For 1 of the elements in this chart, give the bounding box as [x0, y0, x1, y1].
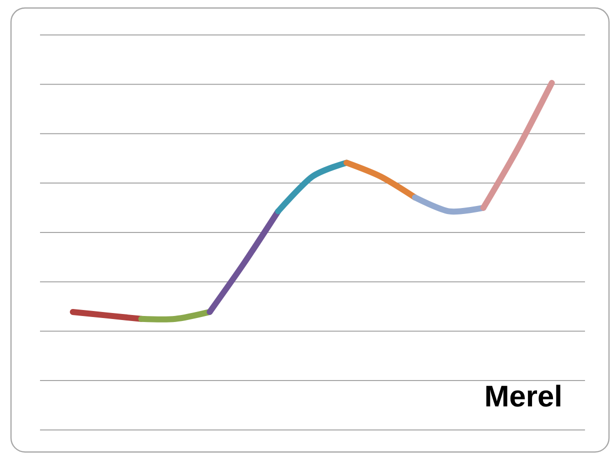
- annotation: Merel: [486, 384, 560, 407]
